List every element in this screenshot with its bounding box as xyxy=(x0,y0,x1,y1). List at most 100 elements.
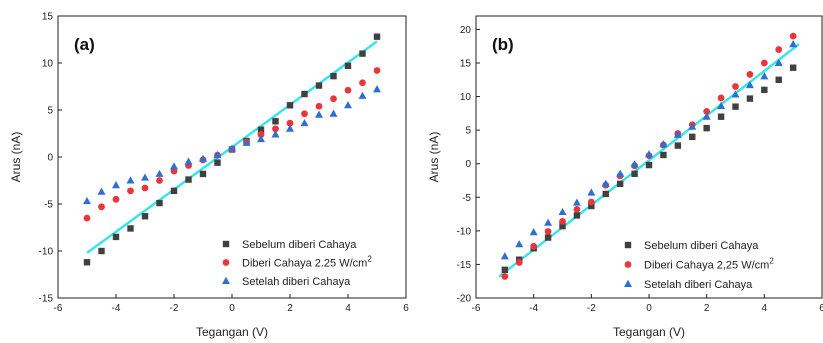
x-axis-title: Tegangan (V) xyxy=(613,325,685,339)
x-tick-label: -6 xyxy=(472,303,481,314)
data-point xyxy=(330,95,337,103)
data-point xyxy=(373,33,381,40)
data-point xyxy=(689,133,696,141)
data-point xyxy=(185,176,192,183)
data-point xyxy=(127,187,134,195)
data-point xyxy=(703,107,711,115)
data-point xyxy=(515,240,524,248)
y-tick-label: 15 xyxy=(42,12,54,23)
data-point xyxy=(344,62,352,70)
data-point xyxy=(271,130,280,138)
legend-marker xyxy=(222,276,230,284)
data-point xyxy=(544,218,553,226)
legend-marker xyxy=(222,240,230,248)
x-axis-title: Tegangan (V) xyxy=(196,325,268,339)
data-point xyxy=(344,86,352,94)
data-point xyxy=(141,184,149,192)
data-point xyxy=(214,159,221,166)
data-point xyxy=(760,59,768,67)
data-point xyxy=(83,259,91,266)
data-point xyxy=(789,40,798,48)
data-point xyxy=(500,252,509,260)
x-tick-label: 2 xyxy=(704,303,710,314)
data-point xyxy=(301,110,308,118)
data-point xyxy=(199,154,207,162)
data-point xyxy=(645,161,653,169)
data-point xyxy=(83,196,91,205)
data-point xyxy=(775,76,782,83)
data-point xyxy=(141,213,149,220)
data-point xyxy=(616,180,624,188)
data-point xyxy=(98,203,105,211)
data-point xyxy=(315,102,323,110)
data-point xyxy=(156,177,163,184)
y-tick-label: -10 xyxy=(457,226,472,237)
series-triangle xyxy=(83,85,381,205)
x-tick-label: -6 xyxy=(54,303,63,314)
data-point xyxy=(141,173,149,181)
data-point xyxy=(659,140,668,148)
data-point xyxy=(761,86,768,94)
series-square xyxy=(501,64,797,273)
data-point xyxy=(315,82,323,89)
data-point xyxy=(501,273,509,280)
data-point xyxy=(344,101,352,109)
y-tick-label: -15 xyxy=(39,294,54,305)
data-point xyxy=(257,126,265,133)
data-point xyxy=(717,101,726,109)
data-point xyxy=(775,46,783,53)
data-point xyxy=(573,205,581,213)
data-point xyxy=(544,234,552,241)
data-point xyxy=(746,71,754,78)
y-tick-label: 5 xyxy=(47,106,53,117)
legend-label: Diberi Cahaya 2.25 W/cm2 xyxy=(242,255,372,270)
data-point xyxy=(731,90,740,98)
data-point xyxy=(286,102,294,109)
y-tick-label: -15 xyxy=(457,260,472,271)
data-point xyxy=(126,176,135,184)
data-point xyxy=(588,202,595,210)
data-point xyxy=(112,233,120,241)
series-triangle xyxy=(500,40,798,260)
data-point xyxy=(559,218,566,225)
y-tick-label: -10 xyxy=(39,247,54,258)
data-point xyxy=(587,188,596,196)
data-point xyxy=(616,169,625,177)
y-tick-label: -20 xyxy=(457,294,472,305)
x-tick-label: -2 xyxy=(587,303,596,314)
data-point xyxy=(789,32,797,40)
data-point xyxy=(184,157,193,165)
x-tick-label: -4 xyxy=(112,303,121,314)
data-point xyxy=(515,259,523,266)
data-point xyxy=(774,58,783,66)
data-point xyxy=(745,80,754,89)
x-tick-label: 6 xyxy=(819,303,823,314)
legend: Sebelum diberi Cahaya Diberi Cahaya 2.25 … xyxy=(222,239,372,288)
data-point xyxy=(315,110,323,118)
data-point xyxy=(213,150,222,159)
panel-label: (b) xyxy=(492,35,514,54)
data-point xyxy=(329,109,338,117)
data-point xyxy=(559,222,566,230)
data-point xyxy=(717,94,725,102)
y-tick-label: 0 xyxy=(465,159,471,170)
data-point xyxy=(530,242,538,250)
data-point xyxy=(286,119,294,127)
data-point xyxy=(170,167,178,175)
y-axis-title: Arus (nA) xyxy=(427,132,441,183)
x-tick-label: -4 xyxy=(529,303,538,314)
y-tick-label: 20 xyxy=(460,25,472,36)
data-point xyxy=(587,198,595,206)
data-point xyxy=(83,214,91,222)
data-point xyxy=(631,170,638,177)
data-point xyxy=(645,150,653,158)
x-tick-label: 6 xyxy=(403,303,409,314)
data-point xyxy=(674,142,682,149)
data-point xyxy=(127,225,134,232)
legend-marker xyxy=(624,241,632,249)
data-point xyxy=(373,85,381,93)
legend-label: Setelah diberi Cahaya xyxy=(644,279,753,291)
data-point xyxy=(789,64,797,71)
legend-label: Diberi Cahaya 2,25 W/cm2 xyxy=(644,257,774,272)
data-point xyxy=(286,124,294,132)
